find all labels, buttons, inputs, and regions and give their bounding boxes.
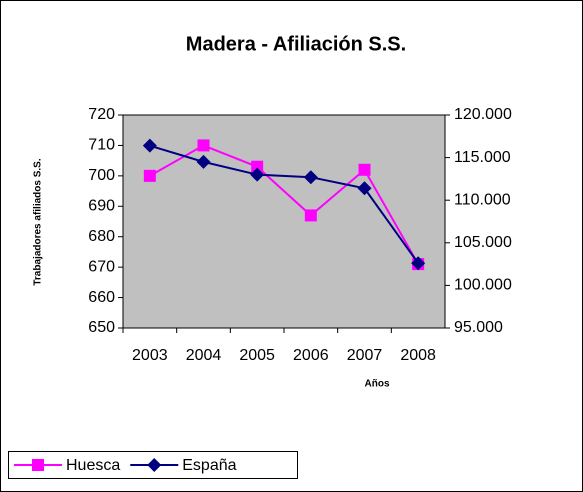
- x-tick-label: 2008: [400, 347, 436, 364]
- x-tick-label: 2006: [293, 347, 329, 364]
- point: [143, 169, 156, 182]
- y2-tick-label: 105.000: [454, 234, 512, 251]
- point: [197, 139, 210, 152]
- point: [411, 256, 426, 271]
- x-axis-label: Años: [365, 379, 390, 390]
- legend-label: España: [182, 457, 236, 474]
- x-tick-label: 2007: [347, 347, 383, 364]
- x-tick-label: 2003: [132, 347, 168, 364]
- series-line: [149, 144, 419, 264]
- legend-marker: [32, 459, 44, 471]
- point: [357, 181, 372, 196]
- x-tick-label: 2004: [186, 347, 222, 364]
- point: [303, 170, 318, 185]
- y2-tick-label: 110.000: [454, 191, 511, 208]
- y-tick-label: 720: [88, 106, 115, 123]
- y-axis-label: Trabajadores afiliados S.S.: [33, 158, 44, 285]
- point: [196, 154, 211, 169]
- point: [251, 160, 264, 173]
- y-tick-label: 710: [88, 137, 115, 154]
- y-tick-label: 670: [88, 258, 115, 275]
- y-tick-label: 660: [88, 289, 115, 306]
- y2-tick-label: 95.000: [454, 319, 503, 336]
- series-line: [149, 144, 420, 265]
- legend-label: Huesca: [66, 457, 120, 474]
- x-tick-label: 2005: [239, 347, 275, 364]
- y-tick-label: 690: [88, 198, 115, 215]
- y2-tick-label: 115.000: [454, 149, 511, 166]
- point: [250, 167, 265, 182]
- point: [358, 163, 371, 176]
- y-tick-label: 680: [88, 228, 115, 245]
- y-tick-label: 650: [88, 319, 115, 336]
- point: [142, 138, 157, 153]
- y2-tick-label: 120.000: [454, 106, 512, 123]
- y2-tick-label: 100.000: [454, 277, 512, 294]
- point: [304, 209, 317, 222]
- chart-title: Madera - Afiliación S.S.: [186, 33, 406, 55]
- legend-marker: [147, 458, 162, 472]
- plot-area: [122, 114, 446, 329]
- y-tick-label: 700: [88, 167, 115, 184]
